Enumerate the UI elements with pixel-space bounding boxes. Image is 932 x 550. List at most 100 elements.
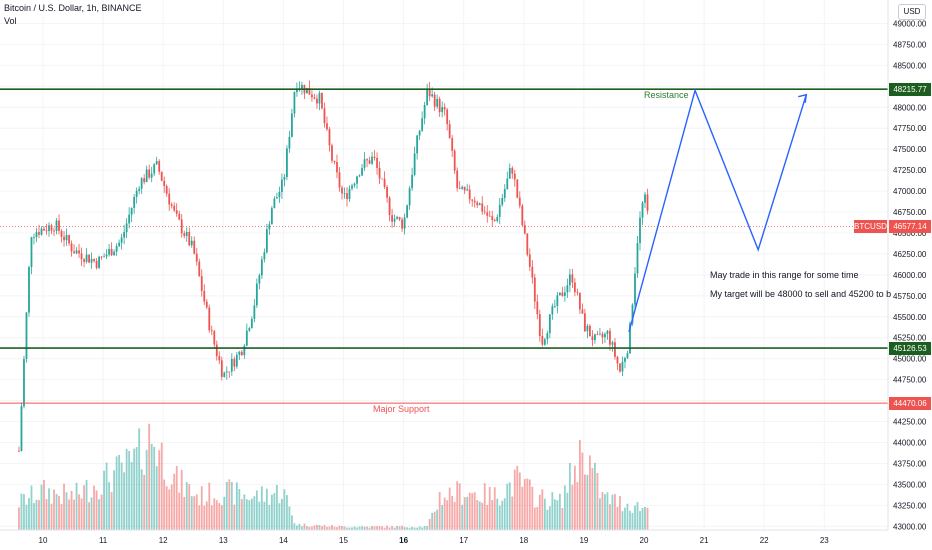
volume-bar — [418, 526, 421, 530]
volume-bar — [283, 489, 286, 530]
volume-bar — [543, 498, 546, 530]
candle-body — [48, 225, 50, 232]
volume-bar — [571, 484, 574, 530]
volume-bar — [103, 470, 106, 530]
last-price-tag: 46577.14 — [889, 220, 931, 233]
volume-bar — [616, 506, 619, 530]
candle-body — [195, 253, 198, 262]
candle-body — [471, 199, 474, 201]
candle-body — [83, 259, 85, 262]
volume-bar — [60, 503, 63, 530]
price-tick-label: 43000.00 — [893, 522, 927, 531]
candle-body — [463, 186, 466, 191]
symbol-title[interactable]: Bitcoin / U.S. Dollar, 1h, BINANCE — [4, 3, 142, 13]
candle-body — [45, 230, 48, 232]
candle-body — [75, 250, 78, 254]
candle-body — [105, 254, 108, 257]
candle-body — [120, 237, 123, 243]
candle-body — [318, 92, 321, 104]
candle-body — [343, 193, 346, 194]
time-tick-label: 21 — [700, 536, 709, 545]
candle-body — [65, 234, 68, 241]
candle-body — [183, 233, 186, 236]
volume-bar — [50, 503, 53, 530]
volume-bar — [558, 493, 561, 530]
volume-bar — [428, 518, 431, 530]
candle-body — [190, 240, 193, 246]
volume-bar — [551, 492, 554, 530]
volume-bar — [438, 491, 441, 530]
candle-body — [561, 292, 564, 296]
candle-body — [333, 160, 336, 162]
volume-bar — [403, 527, 406, 530]
candle-body — [323, 108, 326, 124]
volume-bar — [531, 486, 534, 530]
candle-body — [619, 363, 621, 372]
candle-body — [98, 256, 100, 268]
price-tick-label: 44000.00 — [893, 439, 927, 448]
price-tick-label: 46500.00 — [893, 229, 927, 238]
candle-body — [270, 208, 273, 225]
price-tick-label: 45000.00 — [893, 355, 927, 364]
time-tick-label: 20 — [640, 536, 649, 545]
volume-indicator-label[interactable]: Vol — [4, 16, 17, 26]
volume-bar — [491, 500, 494, 530]
candle-body — [185, 231, 188, 236]
volume-bar — [286, 495, 288, 530]
volume-bar — [253, 496, 256, 530]
candle-body — [601, 333, 604, 338]
candle-body — [110, 248, 113, 256]
volume-bar — [599, 498, 601, 530]
volume-bar — [248, 500, 251, 530]
volume-bar — [451, 495, 454, 530]
candle-body — [443, 107, 446, 110]
volume-bar — [90, 497, 93, 530]
volume-bar — [436, 509, 439, 530]
candle-body — [526, 233, 529, 255]
candle-body — [286, 148, 288, 177]
volume-bar — [265, 488, 268, 530]
volume-bar — [563, 485, 566, 530]
volume-bar — [328, 526, 331, 530]
candle-body — [173, 205, 176, 211]
candle-body — [145, 169, 148, 183]
volume-bar — [296, 525, 298, 530]
volume-bar — [433, 511, 436, 530]
volume-bar — [441, 504, 444, 530]
candle-body — [128, 214, 131, 224]
candle-body — [240, 351, 243, 356]
volume-bar — [70, 490, 73, 530]
volume-bar — [478, 501, 481, 530]
volume-bar — [636, 501, 639, 530]
volume-bar — [371, 526, 373, 530]
volume-bar — [275, 484, 278, 530]
candle-body — [321, 92, 323, 109]
candle-body — [416, 135, 419, 154]
volume-bar — [105, 462, 108, 530]
volume-bar — [518, 472, 521, 530]
candle-body — [521, 205, 524, 226]
candle-body — [155, 161, 158, 165]
volume-bar — [73, 499, 75, 530]
candle-body — [498, 204, 501, 217]
volume-bar — [483, 483, 486, 530]
price-tick-label: 46750.00 — [893, 208, 927, 217]
volume-bar — [48, 488, 50, 530]
volume-bar — [541, 489, 544, 530]
candle-body — [513, 173, 516, 180]
candle-body — [205, 301, 208, 308]
volume-bar — [303, 523, 306, 530]
candle-body — [508, 168, 511, 179]
volume-bar — [406, 527, 409, 530]
currency-button[interactable]: USD — [898, 4, 926, 20]
volume-bar — [135, 447, 138, 530]
volume-bar — [68, 499, 70, 530]
major-support-price-tag: 44470.06 — [889, 396, 931, 410]
time-tick-label: 16 — [399, 536, 408, 545]
time-tick-label: 19 — [579, 536, 588, 545]
candle-body — [518, 197, 521, 206]
candle-body — [63, 236, 65, 241]
candle-body — [331, 145, 333, 161]
volume-bar — [170, 484, 173, 530]
